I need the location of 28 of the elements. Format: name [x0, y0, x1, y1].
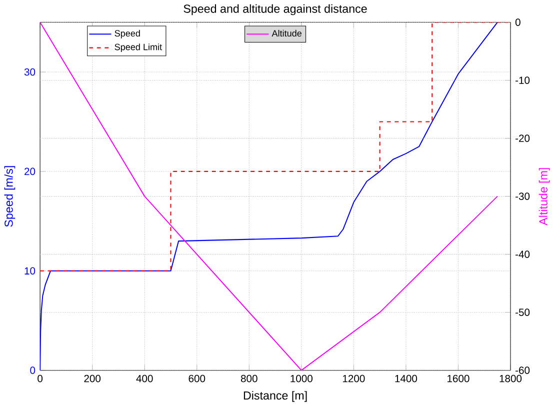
legend-label: Speed Limit: [114, 43, 162, 52]
y2-axis-title: Altitude [m]: [538, 168, 550, 226]
chart-title: Speed and altitude against distance: [184, 4, 367, 16]
y2-tick-label: -10: [516, 76, 530, 84]
y2-tick-label: -60: [516, 366, 530, 374]
y2-tick-label: -30: [516, 192, 530, 200]
x-tick-label: 1400: [395, 374, 418, 382]
y2-tick-label: -40: [516, 250, 530, 258]
x-tick-label: 1600: [448, 374, 470, 382]
y2-tick-label: -20: [516, 134, 530, 142]
y-axis-title: Speed [m/s]: [4, 166, 16, 227]
y-tick-label: 0: [30, 366, 36, 374]
x-tick-label: 200: [84, 374, 101, 382]
x-tick-label: 1000: [290, 374, 313, 382]
x-axis-title: Distance [m]: [244, 390, 307, 402]
x-tick-label: 800: [240, 374, 258, 382]
legend-label: Speed: [114, 30, 140, 38]
x-tick-label: 400: [136, 374, 153, 382]
y-tick-label: 10: [24, 267, 36, 274]
x-tick-label: 1800: [500, 374, 522, 382]
x-tick-label: 0: [38, 374, 43, 382]
y-tick-label: 30: [24, 68, 36, 76]
x-tick-label: 1200: [342, 374, 365, 382]
legend-label: Altitude: [272, 30, 302, 36]
y-tick-label: 20: [24, 168, 36, 175]
y2-tick-label: -50: [516, 308, 530, 316]
x-tick-label: 600: [188, 374, 206, 382]
y2-tick-label: 0: [515, 18, 520, 26]
